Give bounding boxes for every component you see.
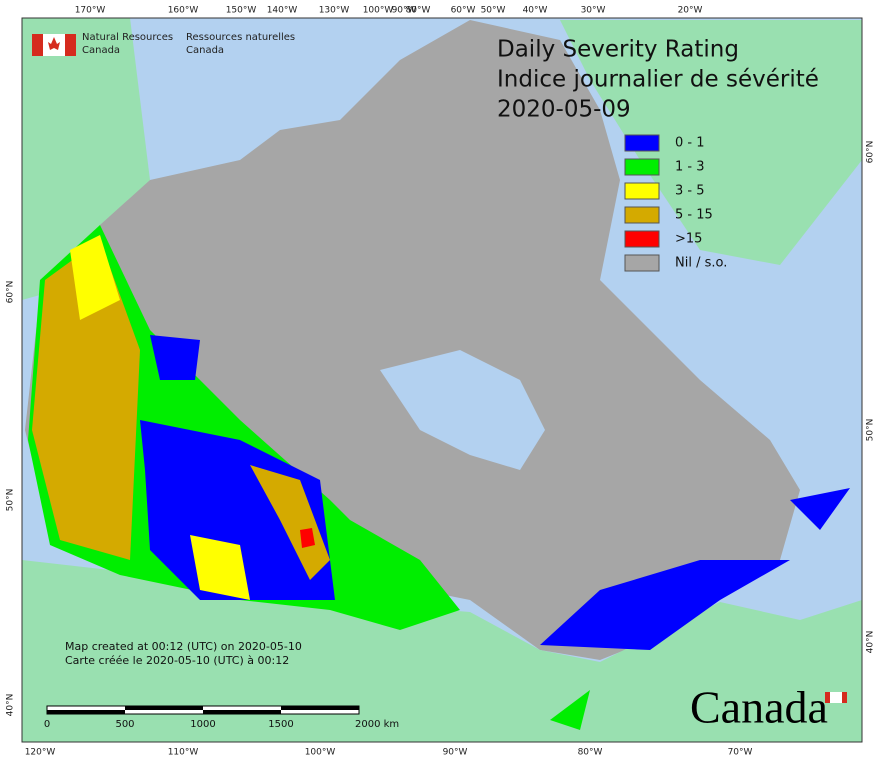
graticule-label: 60°W [451, 6, 476, 16]
legend-label: 0 - 1 [675, 136, 705, 151]
flag-bar [825, 692, 830, 703]
graticule-label: 100°W [363, 6, 394, 16]
usa [22, 560, 862, 742]
scale-label: 1500 [268, 719, 293, 730]
scale-label: 500 [115, 719, 134, 730]
legend-label: 1 - 3 [675, 160, 705, 175]
graticule-label: 100°W [305, 748, 336, 758]
patch [150, 335, 200, 380]
graticule-label: 40°N [6, 694, 16, 717]
flag-bar [65, 34, 76, 56]
graticule-label: 140°W [267, 6, 298, 16]
graticule-label: 50°W [481, 6, 506, 16]
graticule-label: 80°W [578, 748, 603, 758]
legend-label: 3 - 5 [675, 184, 705, 199]
patch [540, 560, 790, 650]
legend-swatch [624, 182, 660, 200]
graticule-label: 40°W [523, 6, 548, 16]
legend-label: >15 [675, 232, 702, 247]
graticule-label: 90°W [392, 6, 417, 16]
maple-leaf [48, 37, 60, 50]
patch [70, 235, 120, 320]
scale-label: 2000 km [355, 719, 399, 730]
graticule-label: 70°W [728, 748, 753, 758]
legend-swatch [624, 158, 660, 176]
patch [28, 225, 460, 630]
graticule-label: 50°N [866, 419, 876, 442]
legend-swatch [624, 254, 660, 272]
scale-bar-seg [281, 706, 359, 710]
flag-bar [842, 692, 847, 703]
scale-label: 0 [44, 719, 50, 730]
scale-bar-seg [125, 706, 203, 710]
legend-swatch [624, 206, 660, 224]
patch [790, 488, 850, 530]
footnote: Carte créée le 2020-05-10 (UTC) à 00:12 [65, 654, 289, 667]
patch [190, 535, 250, 600]
wordmark: Canada [690, 682, 828, 733]
graticule-label: 80°W [406, 6, 431, 16]
flag-bar [32, 34, 43, 56]
legend-label: 5 - 15 [675, 208, 713, 223]
graticule-label: 170°W [75, 6, 106, 16]
scale-bar [46, 705, 360, 715]
graticule-label: 40°N [866, 631, 876, 654]
title: Indice journalier de sévérité [497, 67, 819, 93]
patch [300, 528, 315, 548]
frame [21, 17, 863, 743]
graticule-label: 120°W [25, 748, 56, 758]
graticule-label: 130°W [319, 6, 350, 16]
scale-bar-seg [203, 710, 281, 714]
fire-patches [28, 225, 850, 730]
graticule-label: 90°W [443, 748, 468, 758]
legend-swatch [624, 230, 660, 248]
graticule-label: 20°W [678, 6, 703, 16]
org-name: Ressources naturelles [186, 32, 295, 43]
legend-label: Nil / s.o. [675, 256, 727, 271]
graticule-label: 160°W [168, 6, 199, 16]
legend-swatch [624, 134, 660, 152]
patch [32, 240, 140, 560]
graticule-label: 110°W [168, 748, 199, 758]
title: Daily Severity Rating [497, 37, 739, 63]
graticule-label: 60°N [6, 281, 16, 304]
org-name: Canada [82, 45, 120, 56]
hudson-bay [380, 350, 545, 470]
patch [250, 465, 330, 580]
graticule-label: 60°N [866, 141, 876, 164]
footnote: Map created at 00:12 (UTC) on 2020-05-10 [65, 640, 302, 653]
scale-bar-seg [47, 710, 125, 714]
wordmark-flag [825, 692, 847, 703]
patch [550, 690, 590, 730]
graticule-label: 30°W [581, 6, 606, 16]
alaska [22, 18, 150, 300]
org-name: Natural Resources [82, 32, 173, 43]
patch [140, 420, 335, 600]
title: 2020-05-09 [497, 97, 631, 123]
org-name: Canada [186, 45, 224, 56]
graticule-label: 150°W [226, 6, 257, 16]
graticule-label: 50°N [6, 489, 16, 512]
scale-label: 1000 [190, 719, 215, 730]
greenland [560, 20, 862, 265]
